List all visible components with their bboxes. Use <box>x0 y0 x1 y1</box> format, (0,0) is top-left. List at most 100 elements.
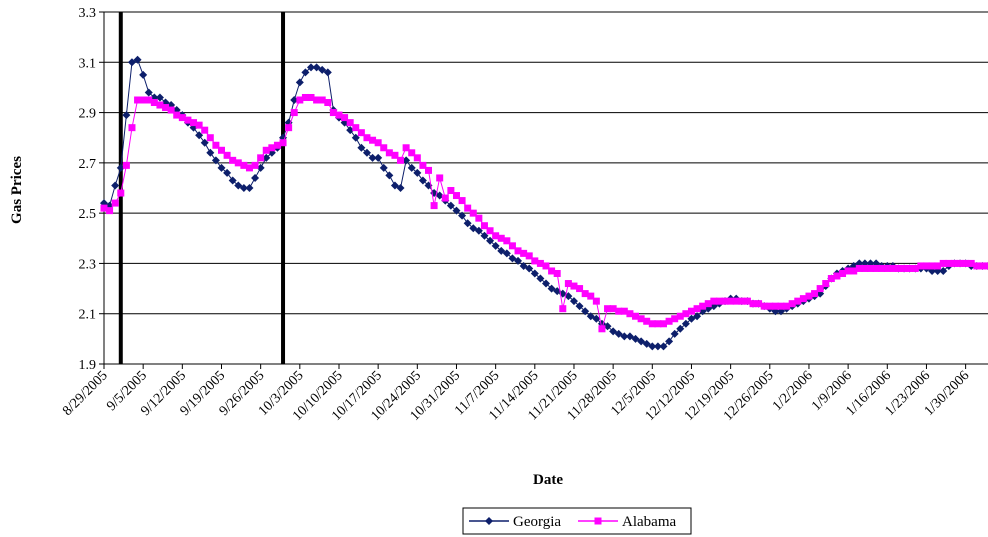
georgia-point <box>586 312 595 321</box>
alabama-point <box>816 285 824 293</box>
alabama-point <box>889 264 897 272</box>
georgia-point <box>362 148 371 157</box>
series-georgia <box>100 55 988 351</box>
alabama-point <box>749 300 757 308</box>
alabama-point <box>564 280 572 288</box>
alabama-point <box>525 252 533 260</box>
alabama-point <box>134 96 142 104</box>
y-tick-label: 1.9 <box>79 358 97 373</box>
alabama-point <box>285 124 293 132</box>
alabama-point <box>592 297 600 305</box>
alabama-point <box>867 264 875 272</box>
alabama-point <box>167 106 175 114</box>
alabama-point <box>139 96 147 104</box>
alabama-point <box>855 264 863 272</box>
alabama-point <box>788 300 796 308</box>
georgia-point <box>435 191 444 200</box>
alabama-point <box>917 262 925 270</box>
alabama-point <box>732 297 740 305</box>
georgia-point <box>569 297 578 306</box>
x-tick-labels: 8/29/20059/5/20059/12/20059/19/20059/26/… <box>60 368 972 424</box>
legend-alabama-marker <box>594 517 602 525</box>
georgia-point <box>390 181 399 190</box>
alabama-point <box>928 262 936 270</box>
alabama-point <box>794 297 802 305</box>
georgia-point <box>217 163 226 172</box>
alabama-point <box>122 161 130 169</box>
alabama-point <box>878 264 886 272</box>
georgia-point <box>486 236 495 245</box>
alabama-point <box>117 189 125 197</box>
alabama-point <box>173 111 181 119</box>
georgia-point <box>407 163 416 172</box>
alabama-point <box>156 101 164 109</box>
alabama-point <box>939 259 947 267</box>
alabama-point <box>150 99 158 107</box>
alabama-point <box>760 302 768 310</box>
georgia-point <box>318 65 327 74</box>
alabama-point <box>805 292 813 300</box>
alabama-point <box>531 257 539 265</box>
alabama-point <box>419 161 427 169</box>
georgia-point <box>111 181 120 190</box>
alabama-point <box>475 214 483 222</box>
alabama-point <box>727 297 735 305</box>
alabama-point <box>967 259 975 267</box>
alabama-point <box>178 114 186 122</box>
alabama-point <box>318 96 326 104</box>
legend-alabama-label: Alabama <box>622 514 676 530</box>
alabama-point <box>687 307 695 315</box>
alabama-point <box>301 93 309 101</box>
alabama-point <box>570 282 578 290</box>
alabama-point <box>576 285 584 293</box>
georgia-point <box>508 254 517 263</box>
georgia-point <box>228 176 237 185</box>
georgia-point <box>687 314 696 323</box>
georgia-point <box>693 312 702 321</box>
alabama-point <box>413 154 421 162</box>
alabama-point <box>536 259 544 267</box>
georgia-point <box>312 63 321 72</box>
alabama-point <box>637 315 645 323</box>
georgia-point <box>262 153 271 162</box>
georgia-point <box>418 176 427 185</box>
georgia-point <box>474 226 483 235</box>
alabama-point <box>251 161 259 169</box>
georgia-point <box>458 211 467 220</box>
alabama-point <box>397 156 405 164</box>
alabama-point <box>458 197 466 205</box>
legend-georgia-marker <box>485 517 493 525</box>
georgia-point <box>491 241 500 250</box>
alabama-point <box>508 242 516 250</box>
alabama-point <box>492 232 500 240</box>
georgia-point <box>234 181 243 190</box>
alabama-point <box>240 161 248 169</box>
alabama-point <box>217 146 225 154</box>
alabama-point <box>380 144 388 152</box>
georgia-point <box>514 256 523 265</box>
alabama-point <box>346 119 354 127</box>
alabama-point <box>632 312 640 320</box>
x-axis-title: Date <box>533 472 563 488</box>
alabama-point <box>206 134 214 142</box>
alabama-point <box>643 317 651 325</box>
alabama-point <box>369 136 377 144</box>
alabama-point <box>581 290 589 298</box>
alabama-point <box>721 297 729 305</box>
alabama-point <box>598 325 606 333</box>
alabama-point <box>201 126 209 134</box>
alabama-point <box>771 302 779 310</box>
alabama-point <box>827 275 835 283</box>
alabama-point <box>229 156 237 164</box>
alabama-point <box>659 320 667 328</box>
alabama-point <box>391 151 399 159</box>
alabama-point <box>145 96 153 104</box>
series-alabama <box>100 93 988 333</box>
alabama-point <box>262 146 270 154</box>
alabama-point <box>906 264 914 272</box>
alabama-point <box>464 204 472 212</box>
georgia-point <box>122 111 131 120</box>
alabama-point <box>441 194 449 202</box>
alabama-point <box>710 297 718 305</box>
y-axis-title: Gas Prices <box>9 156 25 224</box>
